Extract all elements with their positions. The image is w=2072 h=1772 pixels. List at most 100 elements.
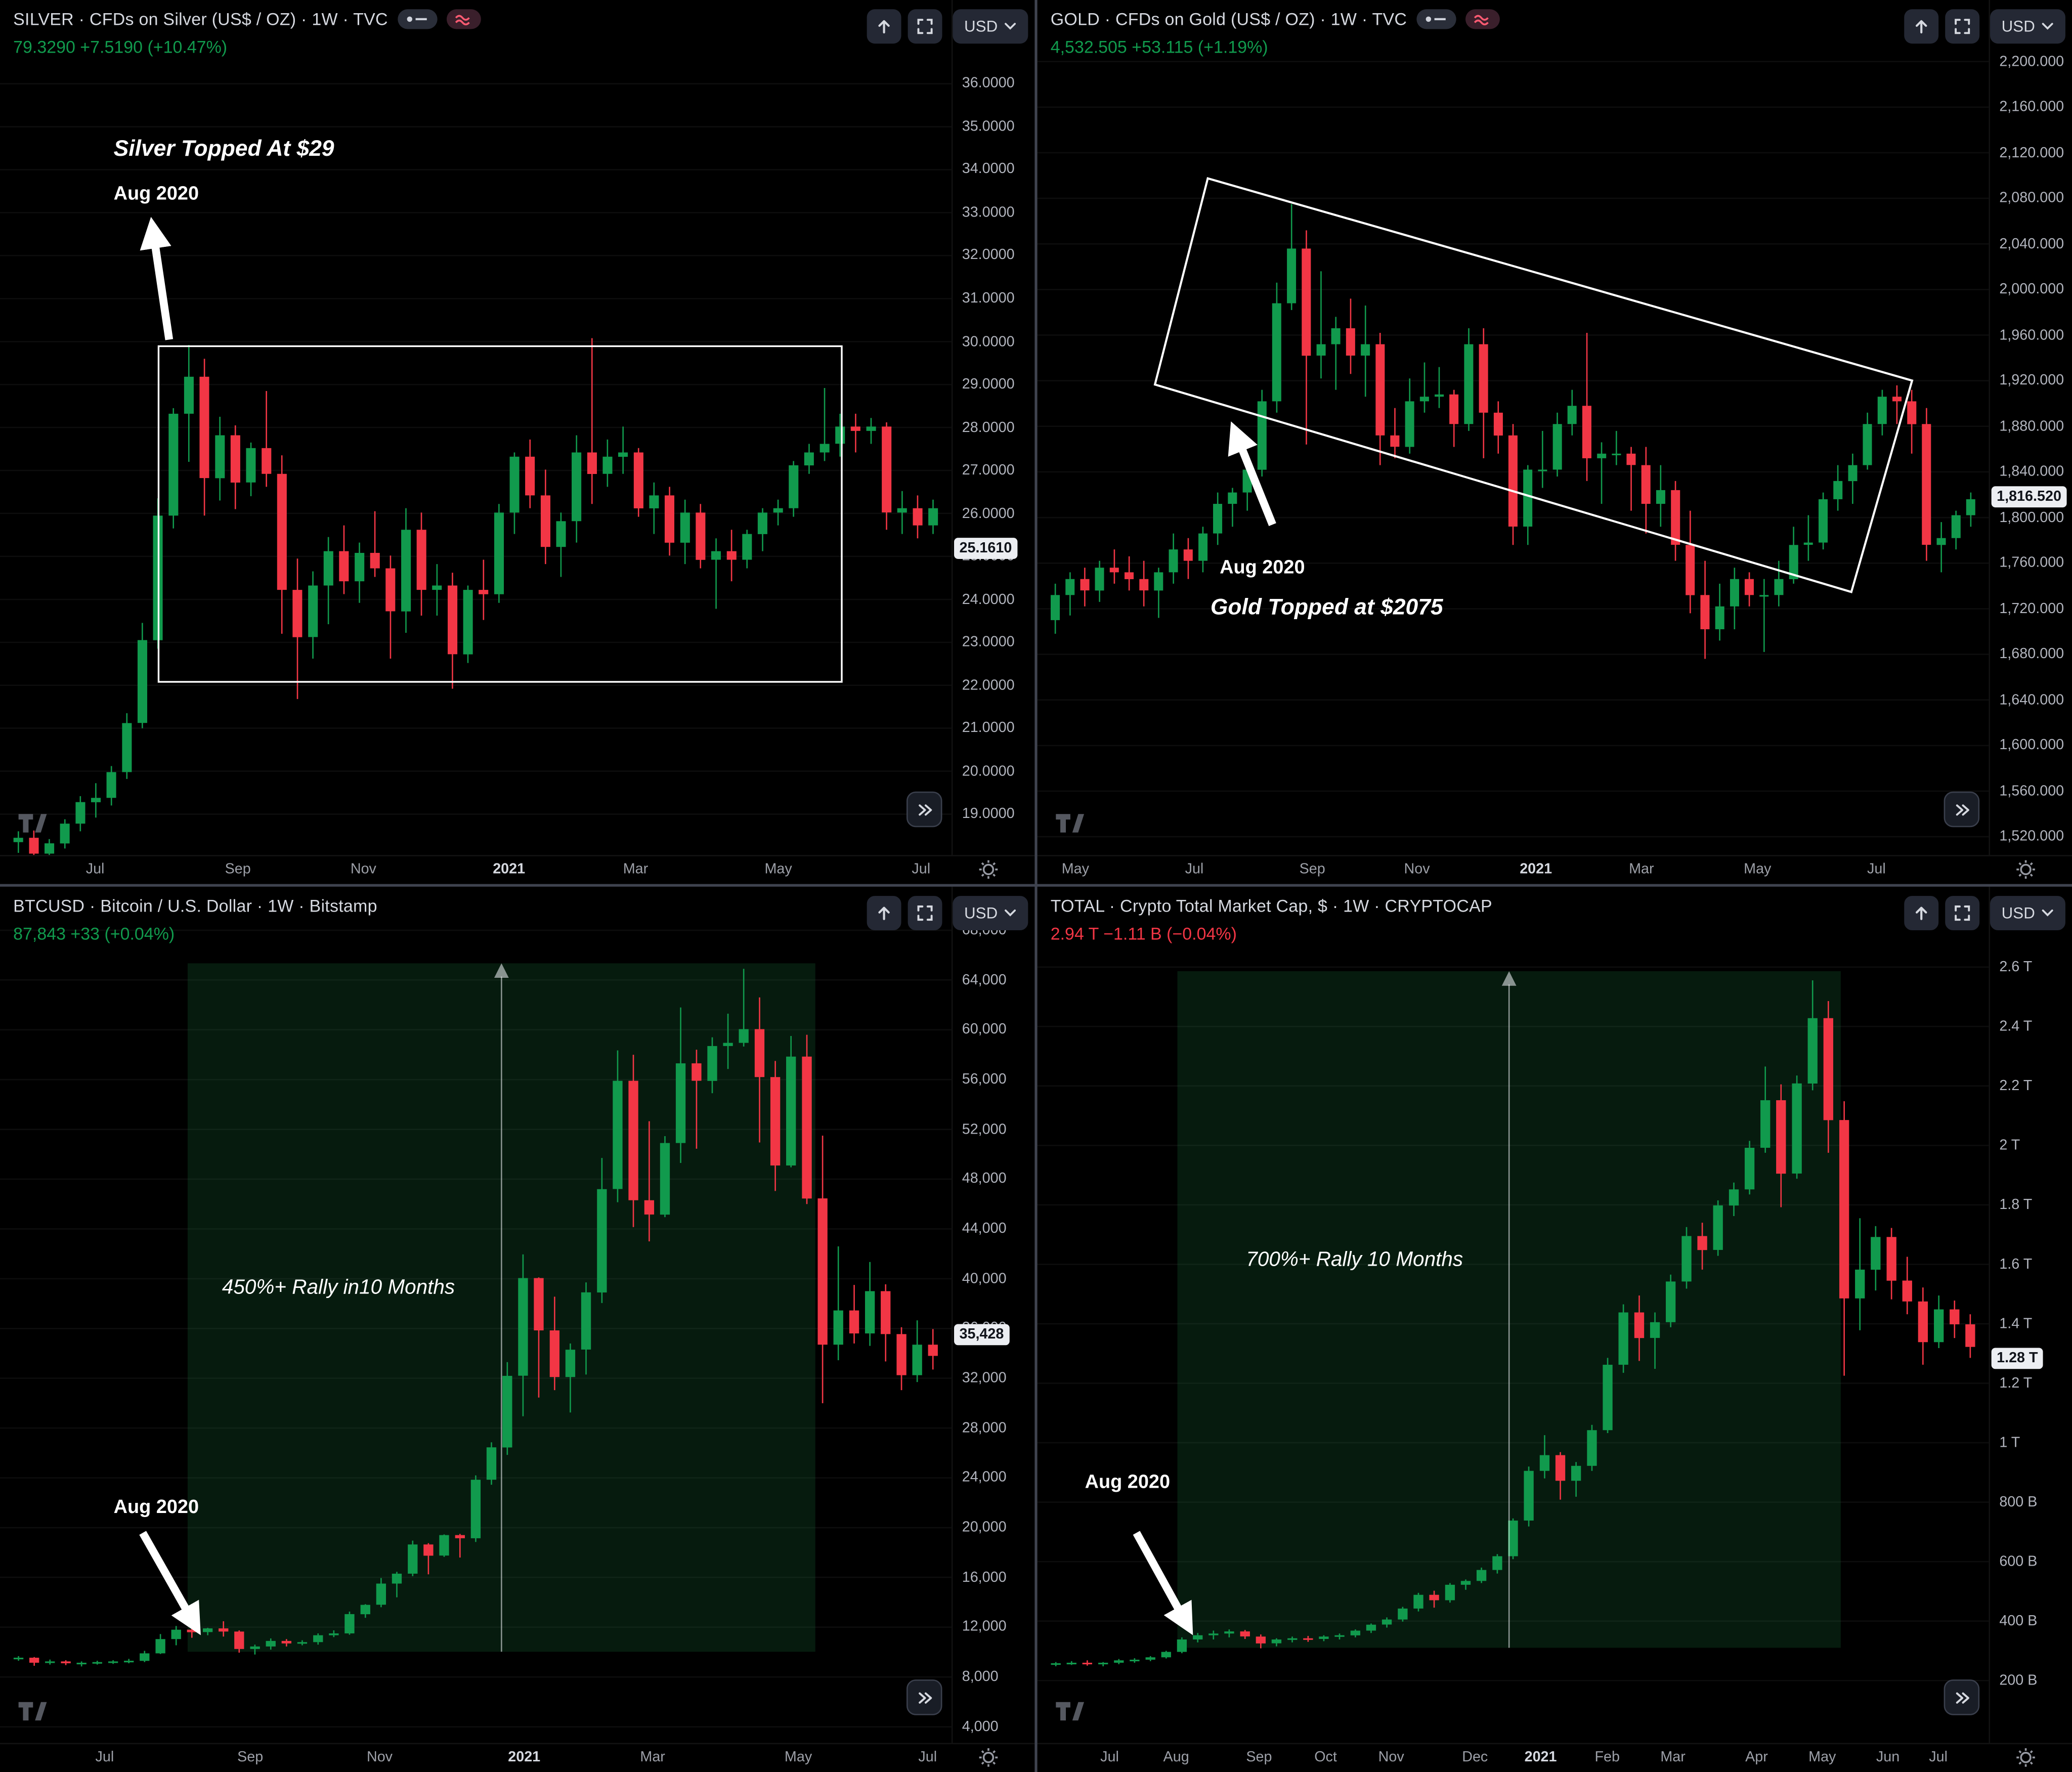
time-tick-label: Sep: [1246, 1749, 1272, 1765]
go-to-realtime-button[interactable]: [1944, 791, 1980, 828]
price-tick-label: 1 T: [1999, 1435, 2020, 1451]
drawn-arrow[interactable]: [140, 217, 174, 340]
time-tick-label: May: [1061, 861, 1089, 878]
time-axis-settings[interactable]: [2015, 859, 2037, 884]
candlestick-chart[interactable]: [0, 887, 952, 1743]
price-tick-label: 2.6 T: [1999, 959, 2033, 975]
annotation-text[interactable]: Aug 2020: [113, 1497, 199, 1519]
arrow-up-button[interactable]: [866, 9, 901, 44]
drawn-rectangle[interactable]: [157, 345, 843, 683]
price-tick-label: 1,560.000: [1999, 783, 2064, 799]
annotation-text[interactable]: Gold Topped at $2075: [1210, 594, 1443, 620]
annotation-text[interactable]: 450%+ Rally in10 Months: [222, 1276, 455, 1299]
time-tick-label: Jul: [85, 861, 105, 878]
time-tick-label: Dec: [1462, 1749, 1488, 1765]
last-price-tag: 1.28 T: [1991, 1347, 2044, 1369]
time-axis-settings[interactable]: [2015, 1747, 2037, 1772]
drawn-arrow[interactable]: [1133, 1531, 1193, 1635]
price-tick-label: 400 B: [1999, 1613, 2038, 1629]
price-tick-label: 1,880.000: [1999, 418, 2064, 435]
time-tick-label: Jul: [1185, 861, 1204, 878]
candlestick-chart[interactable]: [1037, 0, 1989, 855]
go-to-realtime-button[interactable]: [906, 1679, 942, 1715]
maximize-button[interactable]: [907, 9, 942, 44]
price-axis[interactable]: 2,200.000 2,160.000 2,120.000 2,080.000 2,04…: [1989, 0, 2072, 855]
annotation-text[interactable]: 700%+ Rally 10 Months: [1246, 1248, 1463, 1271]
arrow-up-button[interactable]: [1904, 896, 1938, 931]
time-axis-settings[interactable]: [978, 859, 999, 884]
time-tick-label: Mar: [1660, 1749, 1686, 1765]
tradingview-logo[interactable]: [18, 814, 51, 840]
time-tick-label: 2021: [1520, 861, 1552, 878]
tradingview-logo[interactable]: [1056, 814, 1088, 840]
symbol-title[interactable]: BTCUSD · Bitcoin / U.S. Dollar · 1W · Bi…: [13, 896, 377, 916]
drawn-arrow[interactable]: [1228, 421, 1276, 526]
drawn-arrow[interactable]: [139, 1531, 201, 1635]
price-tick-label: 1.2 T: [1999, 1375, 2033, 1392]
price-tick-label: 1,680.000: [1999, 646, 2064, 663]
time-axis[interactable]: Jul Sep Nov 2021 Mar May Jul: [0, 855, 1035, 884]
indicator-badge-2[interactable]: [1465, 9, 1500, 29]
arrow-up-button[interactable]: [1904, 9, 1938, 44]
waves-icon: [1474, 14, 1488, 25]
price-tick-label: 2,200.000: [1999, 54, 2064, 70]
symbol-title[interactable]: TOTAL · Crypto Total Market Cap, $ · 1W …: [1050, 896, 1492, 916]
price-tick-label: 1.6 T: [1999, 1256, 2033, 1273]
tradingview-logo[interactable]: [18, 1702, 51, 1728]
price-tick-label: 2.2 T: [1999, 1078, 2033, 1094]
symbol-title[interactable]: SILVER · CFDs on Silver (US$ / OZ) · 1W …: [13, 9, 388, 29]
candlestick-chart[interactable]: [0, 0, 952, 855]
indicator-badge-1[interactable]: [397, 9, 437, 29]
price-tick-label: 1,600.000: [1999, 738, 2064, 754]
annotation-text[interactable]: Aug 2020: [1085, 1472, 1171, 1493]
arrow-up-icon: [1915, 20, 1927, 34]
price-tick-label: 30.0000: [962, 333, 1015, 350]
price-tick-label: 48,000: [962, 1171, 1007, 1187]
tradingview-logo[interactable]: [1056, 1702, 1088, 1728]
currency-label: USD: [964, 903, 998, 923]
arrow-up-icon: [878, 20, 889, 34]
price-tick-label: 1,840.000: [1999, 464, 2064, 480]
price-tick-label: 34.0000: [962, 161, 1015, 178]
candlestick-chart[interactable]: [1037, 887, 1989, 1743]
time-axis[interactable]: May Jul Sep Nov 2021 Mar May Jul: [1037, 855, 2072, 884]
currency-dropdown[interactable]: USD: [952, 896, 1028, 931]
annotation-text[interactable]: Silver Topped At $29: [113, 136, 334, 161]
maximize-button[interactable]: [1945, 896, 1979, 931]
currency-dropdown[interactable]: USD: [1990, 896, 2065, 931]
annotation-text[interactable]: Aug 2020: [113, 184, 199, 205]
time-tick-label: Jun: [1876, 1749, 1900, 1765]
price-axis[interactable]: 36.0000 35.0000 34.0000 33.0000 32.0000 31.00…: [951, 0, 1035, 855]
symbol-title[interactable]: GOLD · CFDs on Gold (US$ / OZ) · 1W · TV…: [1050, 9, 1407, 29]
maximize-button[interactable]: [907, 896, 942, 931]
panel-controls: USD: [866, 9, 1028, 44]
price-axis[interactable]: 2.6 T 2.4 T 2.2 T 2 T 1.8 T 1.6 T 1.4 T 1.2 T 1 …: [1989, 886, 2072, 1743]
price-tick-label: 1.4 T: [1999, 1316, 2033, 1332]
drawn-channel[interactable]: [1153, 177, 1914, 593]
currency-dropdown[interactable]: USD: [1990, 9, 2065, 44]
time-axis[interactable]: Jul Sep Nov 2021 Mar May Jul: [0, 1743, 1035, 1772]
annotation-text[interactable]: Aug 2020: [1220, 557, 1305, 579]
arrow-up-icon: [878, 906, 889, 920]
time-tick-label: 2021: [508, 1749, 541, 1765]
indicator-badge-1[interactable]: [1416, 9, 1456, 29]
time-tick-label: Jul: [918, 1749, 937, 1765]
double-chevron-right-icon: [918, 1692, 931, 1703]
chevron-down-icon: [2042, 23, 2053, 30]
time-axis[interactable]: Jul Aug Sep Oct Nov Dec 2021 Feb Mar Apr May Jun Jul: [1037, 1743, 2072, 1772]
price-tick-label: 44,000: [962, 1221, 1007, 1237]
indicator-badge-2[interactable]: [446, 9, 481, 29]
panel-controls: USD: [1904, 9, 2065, 44]
currency-dropdown[interactable]: USD: [952, 9, 1028, 44]
price-axis[interactable]: 68,00064,00060,00056,00052,00048,00044,0…: [951, 886, 1035, 1743]
price-tick-label: 36.0000: [962, 75, 1015, 92]
time-axis-settings[interactable]: [978, 1747, 999, 1772]
time-tick-label: Mar: [640, 1749, 665, 1765]
price-tick-label: 28,000: [962, 1420, 1007, 1436]
price-tick-label: 1,720.000: [1999, 600, 2064, 617]
go-to-realtime-button[interactable]: [906, 791, 942, 828]
chevron-down-icon: [1005, 23, 1016, 30]
go-to-realtime-button[interactable]: [1944, 1679, 1980, 1715]
arrow-up-button[interactable]: [866, 896, 901, 931]
maximize-button[interactable]: [1945, 9, 1979, 44]
